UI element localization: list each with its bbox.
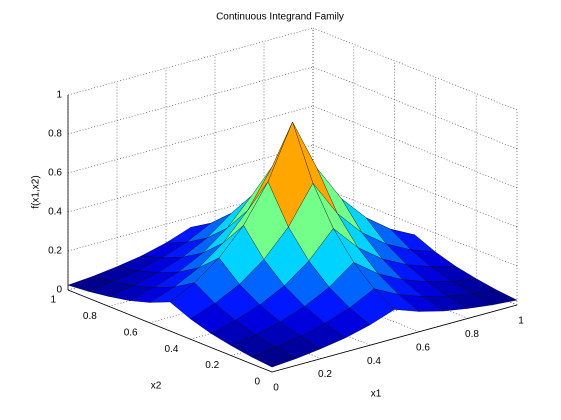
surface-patch	[251, 346, 297, 368]
y-tick-label: 0	[254, 377, 260, 388]
axis-line	[67, 289, 273, 373]
grid-line	[312, 183, 518, 267]
y-tick-label: 0.2	[205, 360, 219, 371]
axis-line	[271, 304, 518, 373]
y-tick-label: 0.4	[164, 344, 178, 355]
grid-line	[67, 183, 314, 252]
chart-title: Continuous Integrand Family	[216, 12, 344, 23]
z-tick-label: 0.6	[48, 168, 62, 179]
x-tick-label: 0	[273, 383, 279, 394]
x-tick-label: 0.8	[465, 329, 479, 340]
grid-line	[67, 144, 314, 213]
grid-line	[312, 144, 518, 228]
x-tick-label: 1	[518, 316, 524, 327]
y-axis-label: x2	[151, 381, 162, 392]
y-tick-label: 1	[50, 295, 56, 306]
grid-line	[67, 105, 314, 174]
z-tick-label: 0.4	[48, 207, 62, 218]
grid-line	[67, 66, 314, 135]
x-tick-label: 0.4	[367, 356, 381, 367]
grid-line	[67, 27, 314, 96]
grid-line	[312, 27, 518, 111]
x-axis-label: x1	[371, 389, 382, 400]
y-tick-label: 0.6	[124, 327, 138, 338]
z-axis-label: f(x1,x2)	[31, 175, 42, 208]
z-tick-label: 0.8	[48, 129, 62, 140]
x-tick-label: 0.2	[318, 369, 332, 380]
z-tick-label: 0	[56, 285, 62, 296]
grid-line	[312, 66, 518, 150]
z-tick-label: 1	[56, 90, 62, 101]
y-tick-label: 0.8	[83, 311, 97, 322]
x-tick-label: 0.6	[416, 342, 430, 353]
z-tick-label: 0.2	[48, 246, 62, 257]
grid-line	[312, 105, 518, 189]
